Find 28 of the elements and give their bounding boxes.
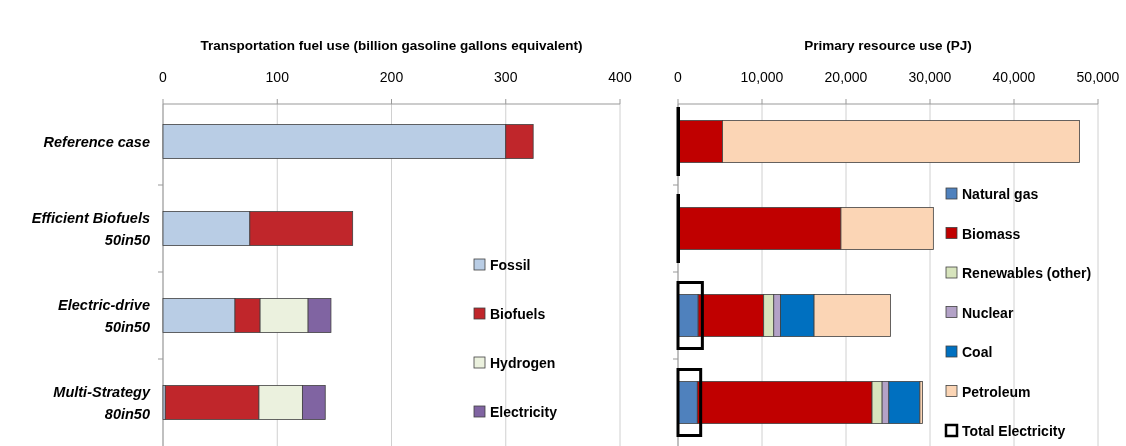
x-tick-label: 30,000 <box>908 69 952 85</box>
legend-label: Biomass <box>962 225 1021 242</box>
legend-label: Electricity <box>490 404 558 420</box>
legend-label: Fossil <box>490 257 531 273</box>
x-axis-title: Transportation fuel use (billion gasoline gallons equivalent) <box>200 38 583 53</box>
legend-label: Hydrogen <box>490 355 556 371</box>
legend-label: Coal <box>962 344 993 360</box>
x-tick-label: 20,000 <box>824 69 868 85</box>
x-tick-label: 0 <box>159 69 168 85</box>
x-tick-label: 40,000 <box>992 69 1036 85</box>
legend-label: Natural gas <box>962 186 1039 202</box>
y-tick-label: Multi-Strategy 80in50 <box>53 383 151 422</box>
legend-label: Petroleum <box>962 383 1031 400</box>
y-tick-label: Efficient Biofuels 50in50 <box>31 209 150 248</box>
x-tick-label: 10,000 <box>740 69 784 85</box>
y-tick-label: Reference case <box>43 133 150 150</box>
legend-label: Renewables (other) <box>962 265 1092 281</box>
x-tick-label: 50,000 <box>1076 69 1120 85</box>
x-tick-label: 300 <box>494 69 518 85</box>
x-tick-label: 200 <box>379 69 404 85</box>
x-tick-label: 0 <box>674 69 683 85</box>
x-tick-label: 400 <box>608 69 632 85</box>
legend-label: Biofuels <box>490 306 546 322</box>
x-axis-title: Primary resource use (PJ) <box>804 38 972 53</box>
legend-label: Total Electricity <box>962 423 1066 439</box>
y-tick-label: Electric-drive 50in50 <box>58 296 150 335</box>
legend-label: Nuclear <box>962 304 1014 321</box>
x-tick-label: 100 <box>265 69 290 85</box>
